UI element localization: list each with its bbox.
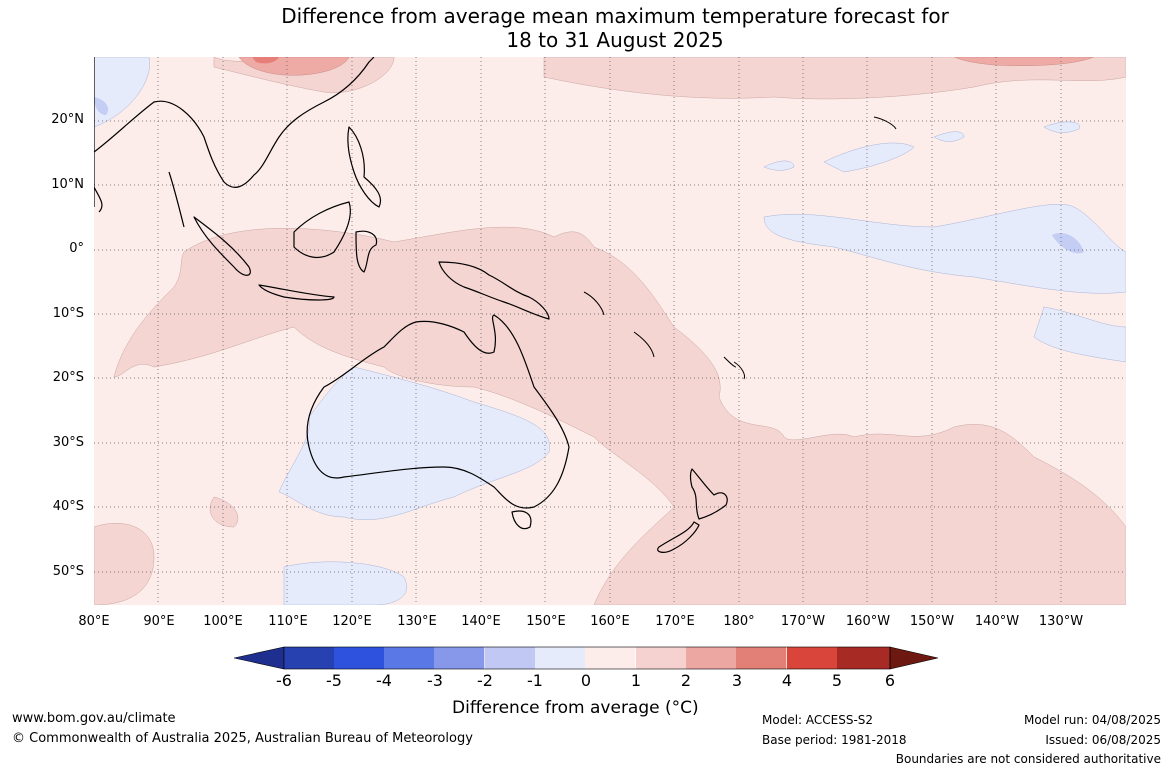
lon-label-140e: 140°E: [461, 614, 501, 629]
lon-label-150e: 150°E: [526, 614, 566, 629]
colorbar-bin: [787, 647, 838, 669]
lat-label-10s: 10°S: [52, 306, 84, 321]
lon-label-80e: 80°E: [78, 614, 110, 629]
anomaly-1-to-2-regions: [94, 57, 1126, 605]
title-line-1: Difference from average mean maximum tem…: [281, 4, 949, 28]
lon-label-130e: 130°E: [397, 614, 437, 629]
colorbar-tick: -6: [276, 671, 292, 690]
anomaly-minus-2-to-minus-1-regions: [94, 97, 1084, 254]
graticule: [94, 57, 1126, 605]
colorbar-tick: 0: [580, 671, 592, 690]
colorbar-high-arrow: [889, 646, 939, 670]
lon-label-170w: 170°W: [780, 614, 826, 629]
pacific-islands: [583, 116, 897, 380]
lon-label-160w: 160°W: [845, 614, 891, 629]
colorbar-bin: [585, 647, 636, 669]
map-svg: [94, 57, 1126, 605]
colorbar-bin: [284, 647, 335, 669]
lon-label-170e: 170°E: [655, 614, 695, 629]
colorbar-bin: [837, 647, 890, 669]
lat-label-30s: 30°S: [52, 435, 84, 450]
lon-label-120e: 120°E: [332, 614, 372, 629]
colorbar-tick: 6: [884, 671, 896, 690]
colorbar-title: Difference from average (°C): [452, 698, 699, 718]
tasmania-coastline: [511, 510, 532, 530]
title-line-2: 18 to 31 August 2025: [506, 28, 724, 52]
lat-label-20n: 20°N: [51, 112, 84, 127]
colorbar-bin: [434, 647, 485, 669]
lon-label-110e: 110°E: [268, 614, 308, 629]
colorbar-bin: [686, 647, 737, 669]
colorbar-tick: -5: [326, 671, 342, 690]
base-period-text: Base period: 1981-2018: [762, 733, 907, 747]
model-run-text: Model run: 04/08/2025: [1023, 713, 1161, 727]
colorbar-bin: [334, 647, 385, 669]
lat-label-10n: 10°N: [51, 177, 84, 192]
colorbar-bin: [535, 647, 586, 669]
new-zealand-south-coastline: [657, 521, 700, 553]
colorbar-bin: [736, 647, 787, 669]
new-zealand-north-coastline: [689, 468, 728, 520]
lon-label-140w: 140°W: [974, 614, 1020, 629]
forecast-map: [94, 57, 1126, 605]
australia-coastline: [306, 314, 570, 509]
colorbar-tick: -2: [477, 671, 493, 690]
lon-label-130w: 130°W: [1038, 614, 1084, 629]
lon-label-160e: 160°E: [590, 614, 630, 629]
lon-label-180: 180°: [723, 614, 755, 629]
copyright-text: © Commonwealth of Australia 2025, Austra…: [12, 731, 473, 746]
colorbar-low-arrow: [234, 646, 285, 670]
colorbar-tick: 5: [831, 671, 843, 690]
colorbar-tick: 4: [781, 671, 793, 690]
disclaimer-text: Boundaries are not considered authoritat…: [895, 752, 1161, 766]
sulawesi-coastline: [355, 230, 378, 273]
colorbar-tick: -1: [527, 671, 543, 690]
anomaly-3-to-4-regions: [252, 57, 279, 64]
colorbar-tick: 1: [630, 671, 642, 690]
colorbar-tick: -3: [427, 671, 443, 690]
colorbar-bin: [384, 647, 435, 669]
coastlines: [94, 57, 728, 553]
colorbar-tick: -4: [376, 671, 392, 690]
lat-label-50s: 50°S: [52, 564, 84, 579]
issued-text: Issued: 06/08/2025: [1045, 733, 1161, 747]
colorbar-bin: [636, 647, 687, 669]
lon-label-100e: 100°E: [203, 614, 243, 629]
philippines-coastline: [347, 126, 382, 208]
lon-label-150w: 150°W: [909, 614, 955, 629]
india-coastline: [94, 57, 103, 213]
lat-label-20s: 20°S: [52, 370, 84, 385]
lon-label-90e: 90°E: [143, 614, 175, 629]
asia-coastline: [94, 57, 375, 228]
lat-label-0: 0°: [69, 241, 84, 256]
colorbar: [234, 646, 939, 670]
model-text: Model: ACCESS-S2: [762, 713, 874, 727]
colorbar-bin: [485, 647, 536, 669]
colorbar-tick: 3: [731, 671, 743, 690]
sumatra-coastline: [193, 216, 251, 276]
colorbar-tick: 2: [680, 671, 692, 690]
website-text: www.bom.gov.au/climate: [12, 711, 176, 726]
chart-title: Difference from average mean maximum tem…: [0, 4, 1173, 52]
lat-label-40s: 40°S: [52, 499, 84, 514]
new-guinea-coastline: [438, 261, 550, 320]
java-coastline: [258, 284, 335, 301]
borneo-coastline: [293, 201, 351, 259]
